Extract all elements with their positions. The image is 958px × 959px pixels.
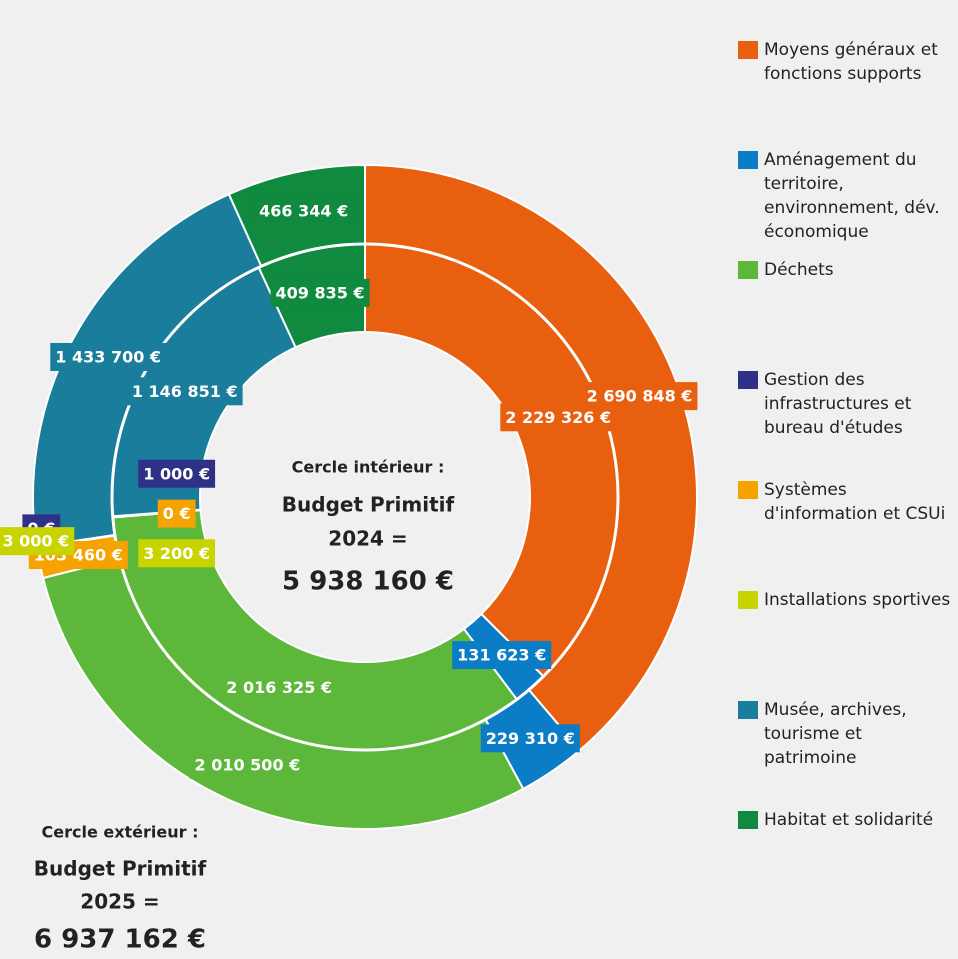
legend-label: Installations sportives [764,590,951,610]
value-label: 2 016 325 € [226,678,332,697]
legend-item: Aménagement du territoire, environnement… [738,148,956,258]
legend-item: Habitat et solidarité [738,808,956,918]
data-label: 131 623 € [452,641,552,670]
data-label: 2 690 848 € [581,382,698,411]
data-label: 2 010 500 € [189,750,306,779]
legend-swatch [738,701,758,719]
label-box [157,499,196,528]
legend-label: Habitat et solidarité [764,810,934,830]
value-label: 3 200 € [143,544,210,563]
label-box [0,527,75,556]
outer-note: Budget Primitif [34,857,207,881]
value-label: 2 010 500 € [195,755,301,774]
label-box [581,382,698,411]
legend-swatch [738,481,758,499]
legend-item: Systèmes d'information et CSUi [738,478,956,588]
value-label: 2 690 848 € [587,387,693,406]
outer-note: Cercle extérieur : [41,823,198,842]
legend-item: Musée, archives, tourisme et patrimoine [738,698,956,808]
value-label: 466 344 € [259,201,348,220]
legend-swatch [738,371,758,389]
legend-label: Déchets [764,260,834,280]
data-label: 1 000 € [138,459,216,488]
data-label: 2 229 326 € [500,403,617,432]
outer-note: 6 937 162 € [34,925,206,955]
label-box [270,278,370,307]
label-box [189,750,306,779]
label-box [452,641,552,670]
legend-label: Moyens généraux et fonctions supports [764,40,938,84]
legend-label: Gestion des infrastructures et bureau d'… [764,370,912,438]
chart: Cercle intérieur : Budget Primitif 2024 … [0,163,698,955]
center-text: Budget Primitif [282,493,455,517]
legend-item: Gestion des infrastructures et bureau d'… [738,368,956,478]
value-label: 1 000 € [143,464,210,483]
data-label: 466 344 € [254,196,354,225]
legend-label: Musée, archives, tourisme et patrimoine [764,700,907,768]
legend-swatch [738,41,758,59]
legend-swatch [738,261,758,279]
value-label: 0 € [163,504,191,523]
legend-item: Installations sportives [738,588,956,698]
data-label: 229 310 € [480,724,580,753]
center-text: 2024 = [328,527,407,551]
data-label: 1 146 851 € [126,377,243,406]
label-box [138,459,216,488]
value-label: 3 000 € [2,532,69,551]
label-box [50,342,167,371]
center-text: Cercle intérieur : [292,458,445,477]
legend-label: Systèmes d'information et CSUi [764,480,946,524]
label-box [138,539,216,568]
label-box [221,673,338,702]
label-box [126,377,243,406]
value-label: 2 229 326 € [505,408,611,427]
value-label: 131 623 € [457,646,546,665]
data-label: 1 433 700 € [50,342,167,371]
label-box [254,196,354,225]
data-label: 409 835 € [270,278,370,307]
value-label: 409 835 € [275,283,364,302]
legend-item: Moyens généraux et fonctions supports [738,38,956,148]
data-label: 3 000 € [0,527,75,556]
data-label: 2 016 325 € [221,673,338,702]
legend: Moyens généraux et fonctions supports Amé… [738,38,958,918]
label-box [480,724,580,753]
outer-note: 2025 = [80,890,159,914]
legend-item: Déchets [738,258,956,368]
value-label: 1 433 700 € [55,347,161,366]
data-label: 3 200 € [138,539,216,568]
value-label: 229 310 € [486,729,575,748]
value-label: 1 146 851 € [132,382,238,401]
center-text: 5 938 160 € [282,567,454,597]
legend-swatch [738,811,758,829]
legend-swatch [738,591,758,609]
legend-label: Aménagement du territoire, environnement… [764,150,940,242]
ring-divider [110,242,620,752]
data-label: 0 € [157,499,196,528]
legend-swatch [738,151,758,169]
